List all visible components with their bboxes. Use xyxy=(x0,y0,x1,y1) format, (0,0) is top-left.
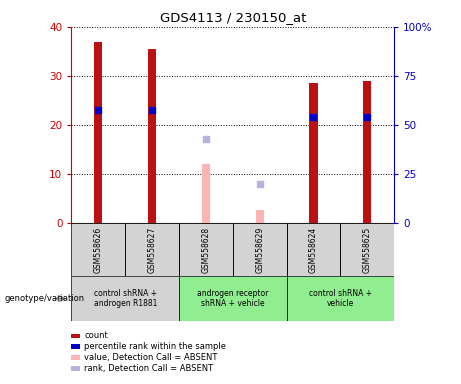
Bar xyxy=(202,164,210,223)
Text: count: count xyxy=(84,331,108,341)
Text: GSM558625: GSM558625 xyxy=(363,227,372,273)
Text: androgen receptor
shRNA + vehicle: androgen receptor shRNA + vehicle xyxy=(197,289,268,308)
Bar xyxy=(71,276,179,321)
Bar xyxy=(95,41,102,223)
Point xyxy=(256,180,263,187)
Text: genotype/variation: genotype/variation xyxy=(5,294,85,303)
Text: control shRNA +
vehicle: control shRNA + vehicle xyxy=(309,289,372,308)
Text: GSM558626: GSM558626 xyxy=(94,227,103,273)
Bar xyxy=(340,223,394,276)
Bar xyxy=(233,223,287,276)
Bar xyxy=(309,83,318,223)
Text: value, Detection Call = ABSENT: value, Detection Call = ABSENT xyxy=(84,353,218,362)
Point xyxy=(95,107,102,113)
Bar xyxy=(179,276,287,321)
Title: GDS4113 / 230150_at: GDS4113 / 230150_at xyxy=(160,11,306,24)
Bar xyxy=(71,223,125,276)
Bar xyxy=(148,49,156,223)
Bar xyxy=(256,210,264,223)
Text: GSM558629: GSM558629 xyxy=(255,227,264,273)
Point xyxy=(202,136,210,142)
Point xyxy=(364,114,371,121)
Text: GSM558628: GSM558628 xyxy=(201,227,210,273)
Text: GSM558624: GSM558624 xyxy=(309,227,318,273)
Text: GSM558627: GSM558627 xyxy=(148,227,157,273)
Point xyxy=(310,114,317,121)
Text: control shRNA +
androgen R1881: control shRNA + androgen R1881 xyxy=(94,289,157,308)
Point xyxy=(148,107,156,113)
Bar xyxy=(125,223,179,276)
Bar xyxy=(287,223,340,276)
Bar xyxy=(179,223,233,276)
Bar xyxy=(287,276,394,321)
Text: percentile rank within the sample: percentile rank within the sample xyxy=(84,342,226,351)
Bar xyxy=(363,81,371,223)
Text: rank, Detection Call = ABSENT: rank, Detection Call = ABSENT xyxy=(84,364,213,373)
